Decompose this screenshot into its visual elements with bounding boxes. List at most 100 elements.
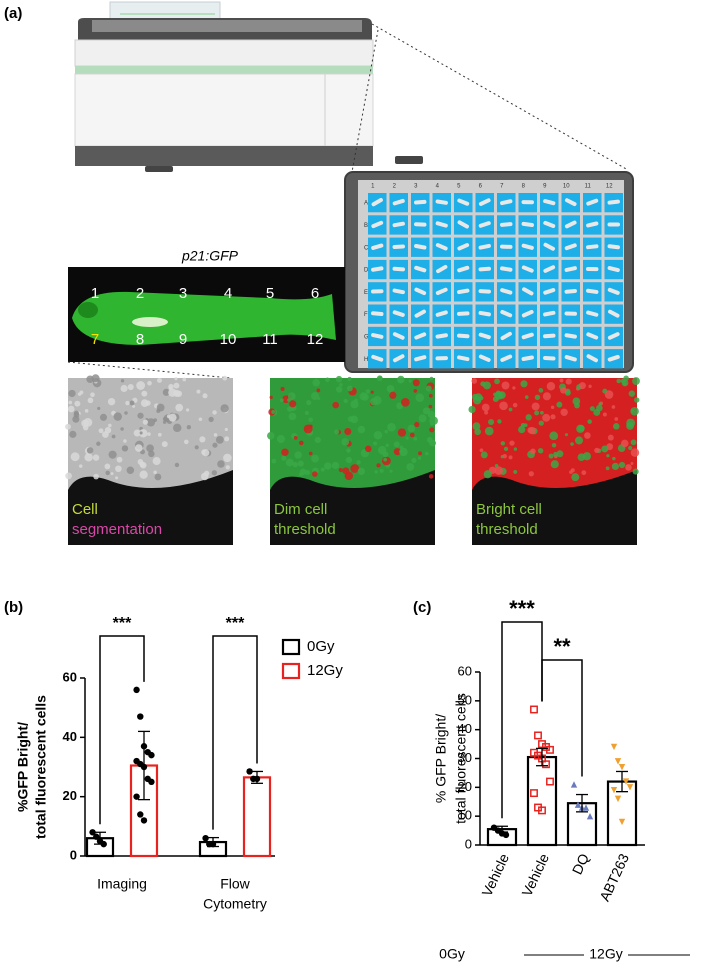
larva xyxy=(543,288,556,295)
cell xyxy=(115,465,122,473)
cell xyxy=(406,462,415,471)
cell xyxy=(605,466,610,471)
cell xyxy=(471,378,478,384)
cell xyxy=(267,431,275,440)
cell xyxy=(407,424,416,433)
larva xyxy=(521,332,534,340)
cell xyxy=(224,427,228,432)
cell xyxy=(578,424,585,432)
larva xyxy=(371,266,384,272)
cell xyxy=(553,451,558,457)
fish-region-number: 4 xyxy=(224,285,232,302)
cell xyxy=(409,432,415,438)
data-point xyxy=(530,789,538,798)
larva xyxy=(521,265,534,273)
cell xyxy=(141,390,148,397)
cell xyxy=(422,407,431,415)
cell xyxy=(67,405,75,413)
cell xyxy=(202,449,210,457)
cell xyxy=(630,409,635,413)
cell xyxy=(429,376,434,381)
larva xyxy=(564,198,577,207)
larva xyxy=(414,265,427,273)
larva xyxy=(500,244,513,249)
cell xyxy=(581,470,587,476)
cell xyxy=(186,425,192,430)
legend-swatch xyxy=(281,638,301,656)
cell xyxy=(162,420,167,424)
larva xyxy=(414,244,427,250)
cell xyxy=(287,392,296,400)
cell xyxy=(373,441,378,446)
cell xyxy=(152,457,161,466)
cell xyxy=(413,389,418,393)
cell xyxy=(361,393,369,401)
larva xyxy=(435,356,448,361)
y-tick-label: 60 xyxy=(458,663,472,678)
cell xyxy=(312,471,318,477)
cell xyxy=(357,425,366,434)
plate-row-label: A xyxy=(364,201,368,207)
cell xyxy=(86,375,94,384)
cell xyxy=(78,464,83,468)
fish-region-number: 11 xyxy=(262,331,278,348)
cell xyxy=(140,399,149,407)
cell xyxy=(162,388,170,396)
cell xyxy=(525,414,532,421)
larva xyxy=(564,311,577,316)
larva xyxy=(371,289,384,294)
cell xyxy=(520,380,528,388)
cell xyxy=(399,447,408,457)
cell xyxy=(418,414,427,423)
cell xyxy=(556,450,564,458)
larva xyxy=(435,333,448,339)
data-point xyxy=(538,806,546,815)
larva xyxy=(478,332,491,340)
cell xyxy=(494,378,500,385)
cell xyxy=(549,431,559,441)
cell xyxy=(383,457,387,462)
cell xyxy=(97,406,101,410)
micrograph-caption: Cell xyxy=(72,501,98,518)
larva xyxy=(586,221,599,228)
cell xyxy=(120,384,128,393)
cell xyxy=(411,457,417,463)
cell xyxy=(428,474,434,479)
cell xyxy=(129,400,135,406)
cell xyxy=(613,423,620,430)
cell xyxy=(173,382,180,389)
cell xyxy=(513,469,518,474)
cell xyxy=(139,470,148,479)
larva xyxy=(457,265,470,273)
cell xyxy=(107,397,116,406)
cell xyxy=(387,422,396,432)
larva xyxy=(414,332,427,340)
cell xyxy=(578,382,586,390)
cell xyxy=(316,388,321,393)
larva xyxy=(435,199,448,205)
larva xyxy=(543,265,556,273)
cell xyxy=(620,439,629,448)
cell xyxy=(480,451,488,459)
larva xyxy=(543,333,556,339)
larva xyxy=(564,220,577,229)
larva xyxy=(478,310,491,317)
cell xyxy=(589,406,595,412)
cell xyxy=(65,423,71,430)
bar xyxy=(242,776,272,858)
larva xyxy=(607,266,620,273)
cell xyxy=(611,462,620,471)
cell xyxy=(157,377,162,383)
cell xyxy=(564,433,568,437)
panel-label: (b) xyxy=(4,599,23,616)
cell xyxy=(308,417,314,423)
larva xyxy=(607,332,620,340)
cell xyxy=(68,389,76,398)
cell xyxy=(104,463,111,470)
significance-label: *** xyxy=(113,615,132,632)
cell xyxy=(530,448,536,455)
fish-region-number: 3 xyxy=(179,285,187,302)
cell xyxy=(357,467,366,476)
cell xyxy=(194,445,199,450)
plate-row-label: C xyxy=(364,245,369,251)
